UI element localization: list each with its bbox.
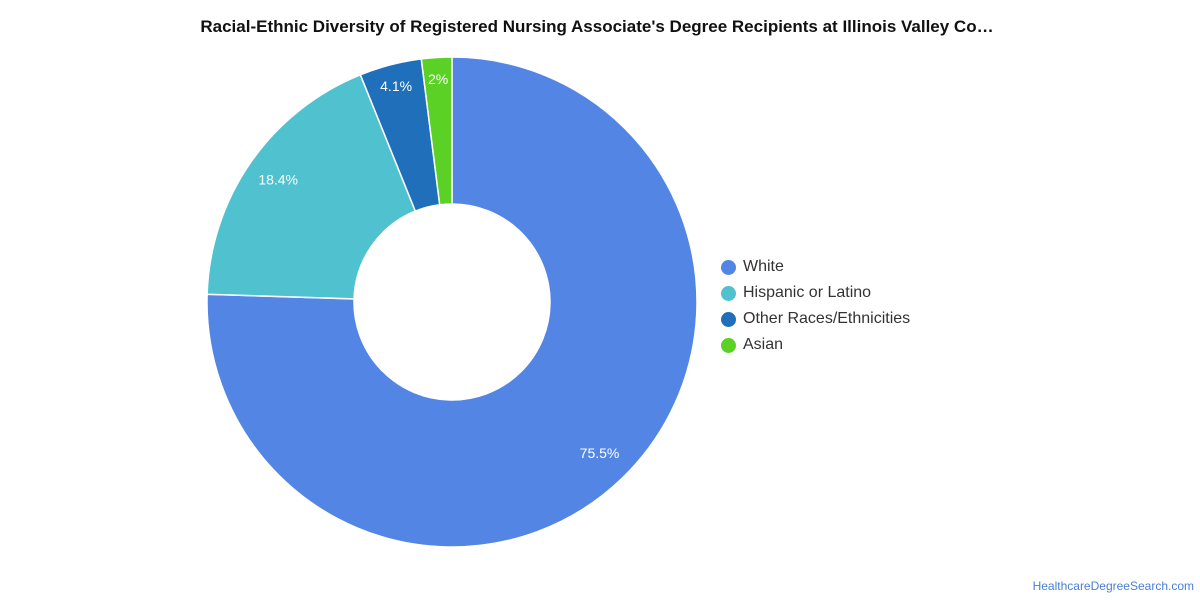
legend: White Hispanic or Latino Other Races/Eth… — [721, 254, 910, 358]
legend-marker-white — [721, 259, 736, 275]
legend-label-white: White — [743, 258, 784, 275]
chart-title: Racial-Ethnic Diversity of Registered Nu… — [200, 17, 994, 36]
legend-label-hispanic-or-latino: Hispanic or Latino — [743, 284, 872, 301]
legend-item-other-races[interactable]: Other Races/Ethnicities — [721, 306, 910, 332]
legend-label-other-races: Other Races/Ethnicities — [743, 310, 911, 327]
slice-label-asian: 2% — [428, 71, 448, 87]
slice-label-hispanic-or-latino: 18.4% — [258, 171, 298, 187]
legend-label-asian: Asian — [743, 336, 784, 353]
legend-item-hispanic-or-latino[interactable]: Hispanic or Latino — [721, 280, 910, 306]
legend-marker-asian — [721, 337, 736, 353]
slice-label-other-races: 4.1% — [380, 78, 412, 94]
slice-white[interactable] — [206, 56, 698, 548]
legend-marker-hispanic-or-latino — [721, 285, 736, 301]
slice-hispanic-or-latino[interactable] — [206, 73, 417, 300]
legend-item-asian[interactable]: Asian — [721, 332, 910, 358]
legend-marker-other-races — [721, 311, 736, 327]
source-link[interactable]: HealthcareDegreeSearch.com — [1032, 579, 1194, 593]
slice-asian[interactable] — [420, 56, 453, 206]
legend-item-white[interactable]: White — [721, 254, 910, 280]
slice-label-white: 75.5% — [580, 445, 620, 461]
